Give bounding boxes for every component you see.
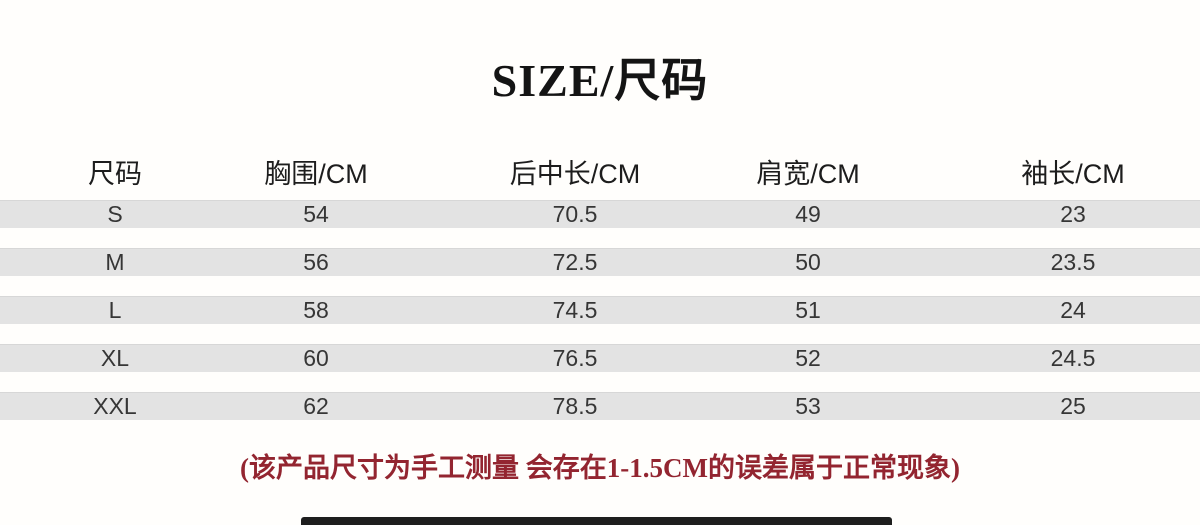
table-header-row: 尺码 胸围/CM 后中长/CM 肩宽/CM 袖长/CM bbox=[0, 156, 1200, 192]
table-cell: 49 bbox=[795, 201, 821, 227]
table-cell: 25 bbox=[1060, 393, 1086, 419]
table-cell: S bbox=[107, 201, 123, 227]
table-cell: L bbox=[108, 297, 122, 323]
table-cell: 53 bbox=[795, 393, 821, 419]
table-row: S 54 70.5 49 23 bbox=[0, 200, 1200, 228]
header-sleeve-length: 袖长/CM bbox=[1021, 159, 1125, 189]
table-cell: 52 bbox=[795, 345, 821, 371]
table-cell: 74.5 bbox=[552, 297, 598, 323]
table-cell: 23.5 bbox=[1050, 249, 1096, 275]
header-size: 尺码 bbox=[88, 159, 142, 189]
table-cell: M bbox=[105, 249, 125, 275]
table-cell: 56 bbox=[303, 249, 329, 275]
table-row: XL 60 76.5 52 24.5 bbox=[0, 344, 1200, 372]
table-cell: 78.5 bbox=[552, 393, 598, 419]
table-cell: 72.5 bbox=[552, 249, 598, 275]
table-cell: 54 bbox=[303, 201, 329, 227]
table-cell: 70.5 bbox=[552, 201, 598, 227]
table-row: XXL 62 78.5 53 25 bbox=[0, 392, 1200, 420]
header-back-length: 后中长/CM bbox=[509, 159, 641, 189]
table-row: L 58 74.5 51 24 bbox=[0, 296, 1200, 324]
table-cell: 58 bbox=[303, 297, 329, 323]
table-cell: 76.5 bbox=[552, 345, 598, 371]
table-cell: 24 bbox=[1060, 297, 1086, 323]
table-row: M 56 72.5 50 23.5 bbox=[0, 248, 1200, 276]
bottom-divider-bar bbox=[301, 517, 892, 525]
table-cell: XXL bbox=[93, 393, 137, 419]
table-cell: 51 bbox=[795, 297, 821, 323]
table-cell: 24.5 bbox=[1050, 345, 1096, 371]
table-cell: 23 bbox=[1060, 201, 1086, 227]
measurement-tolerance-note: (该产品尺寸为手工测量 会存在1-1.5CM的误差属于正常现象) bbox=[240, 453, 960, 483]
page-title: SIZE/尺码 bbox=[491, 55, 709, 106]
table-cell: 50 bbox=[795, 249, 821, 275]
header-chest: 胸围/CM bbox=[264, 159, 368, 189]
table-cell: 62 bbox=[303, 393, 329, 419]
header-shoulder-width: 肩宽/CM bbox=[756, 159, 860, 189]
table-cell: XL bbox=[100, 345, 130, 371]
table-cell: 60 bbox=[303, 345, 329, 371]
